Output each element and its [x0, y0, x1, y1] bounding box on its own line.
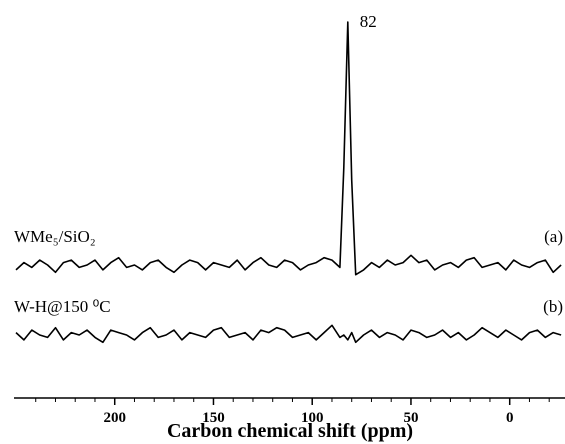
x-tick-label: 100: [301, 410, 324, 426]
spectrum-line: [15, 324, 562, 344]
x-axis-label: Carbon chemical shift (ppm): [167, 420, 413, 442]
peak-label: 82: [360, 12, 377, 31]
trace-tag: (a): [544, 227, 563, 246]
x-tick-label: 50: [403, 410, 418, 426]
x-tick-label: 200: [103, 410, 126, 426]
spectrum-line: [15, 21, 562, 276]
x-tick-label: 0: [506, 410, 514, 426]
trace-tag: (b): [543, 297, 563, 316]
x-tick-label: 150: [202, 410, 225, 426]
legend-label: WMe₅/SiO₂: [14, 227, 96, 246]
legend-label: W-H@150 ⁰C: [14, 297, 111, 316]
